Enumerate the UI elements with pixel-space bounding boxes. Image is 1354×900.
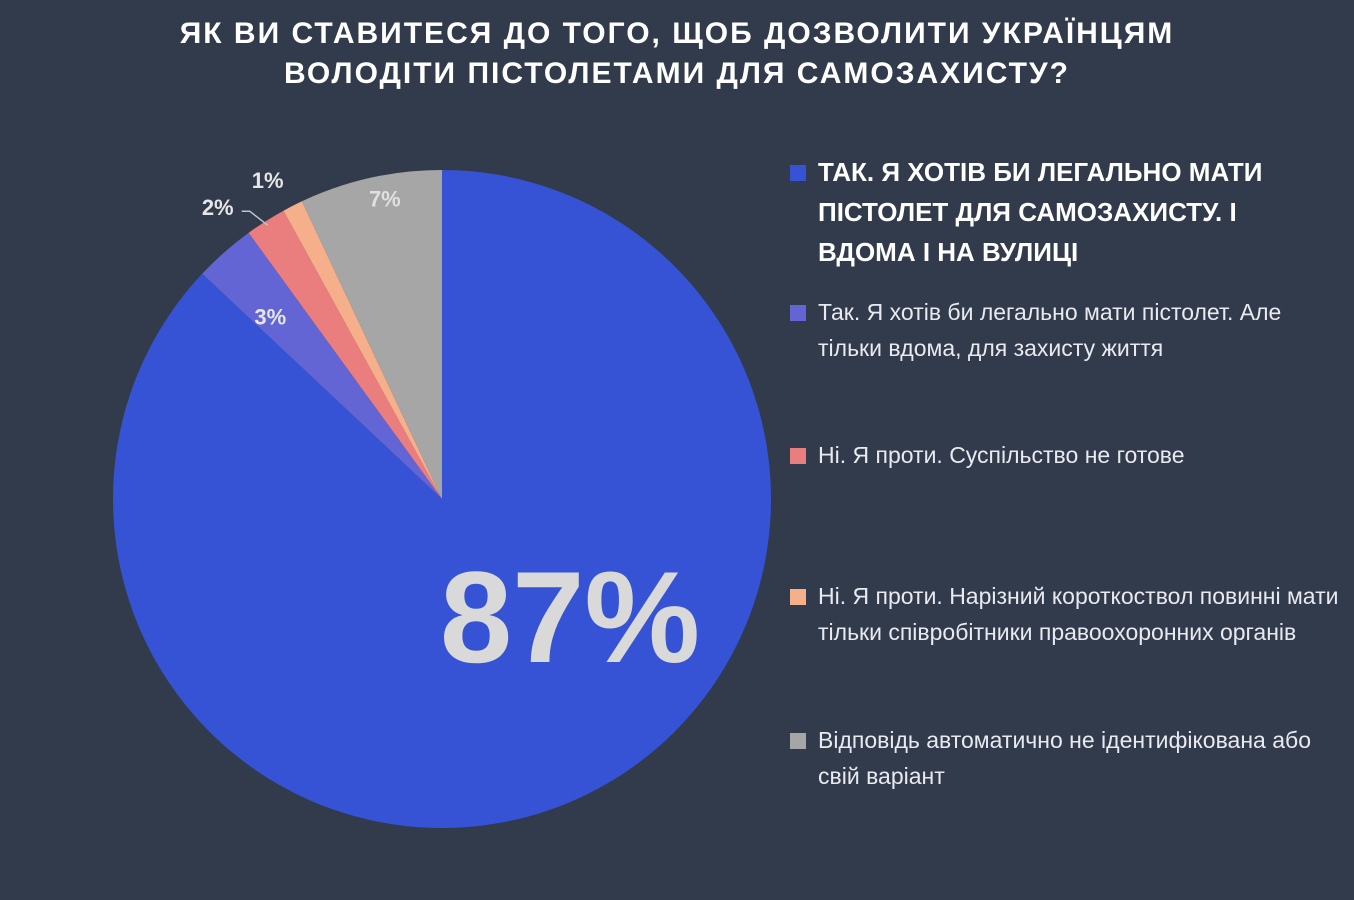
slice-data-label: 3% <box>254 305 286 330</box>
slice-data-label: 2% <box>202 195 234 220</box>
legend-label: Ні. Я проти. Нарізний короткоствол повин… <box>818 583 1339 645</box>
pie-slice <box>248 210 442 499</box>
pie-slice <box>283 201 442 499</box>
legend-item: Ні. Я проти. Нарізний короткоствол повин… <box>790 578 1340 650</box>
legend-label: ТАК. Я ХОТІВ БИ ЛЕГАЛЬНО МАТИ ПІСТОЛЕТ Д… <box>818 157 1263 267</box>
chart-title-line-2: ВОЛОДІТИ ПІСТОЛЕТАМИ ДЛЯ САМОЗАХИСТУ? <box>284 57 1070 90</box>
legend-swatch <box>790 165 806 181</box>
pie-slice <box>301 170 442 499</box>
slice-data-label: 7% <box>369 186 401 211</box>
legend-swatch <box>790 448 806 464</box>
legend-item: Відповідь автоматично не ідентифікована … <box>790 722 1340 794</box>
legend-swatch <box>790 733 806 749</box>
pie-slice <box>202 232 442 499</box>
chart-title-line-1: ЯК ВИ СТАВИТЕСЯ ДО ТОГО, ЩОБ ДОЗВОЛИТИ У… <box>179 17 1175 50</box>
legend-swatch <box>790 305 806 321</box>
legend-item: Ні. Я проти. Суспільство не готове <box>790 437 1340 473</box>
legend-label: Ні. Я проти. Суспільство не готове <box>818 442 1185 468</box>
slice-data-label: 87% <box>440 544 700 690</box>
slice-data-label: 1% <box>252 168 284 193</box>
legend-label: Відповідь автоматично не ідентифікована … <box>818 727 1311 789</box>
chart-title: ЯК ВИ СТАВИТЕСЯ ДО ТОГО, ЩОБ ДОЗВОЛИТИ У… <box>0 14 1354 94</box>
legend-label: Так. Я хотів би легально мати пістолет. … <box>818 299 1282 361</box>
legend-swatch <box>790 589 806 605</box>
legend-item: Так. Я хотів би легально мати пістолет. … <box>790 294 1340 366</box>
pie-chart: 87% 3% 2% 1% 7% <box>112 168 771 828</box>
leader-line <box>241 210 269 226</box>
legend-item: ТАК. Я ХОТІВ БИ ЛЕГАЛЬНО МАТИ ПІСТОЛЕТ Д… <box>790 152 1340 272</box>
pie-slice <box>112 170 771 828</box>
